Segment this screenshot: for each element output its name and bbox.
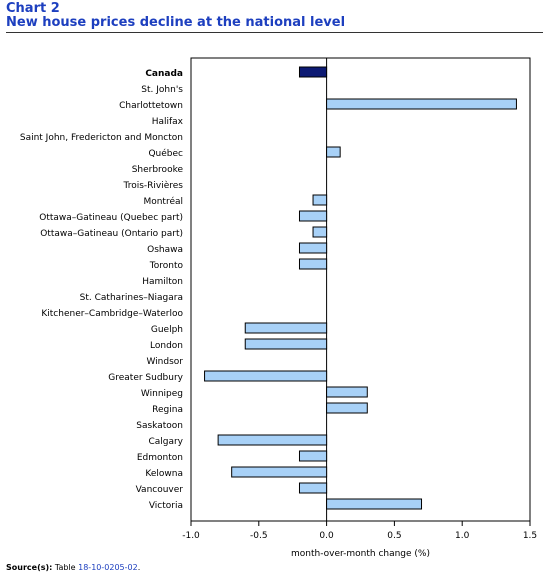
category-label: Trois-Rivières bbox=[123, 180, 184, 191]
bar bbox=[231, 466, 328, 478]
bar bbox=[298, 450, 328, 462]
source-table-link[interactable]: 18-10-0205-02 bbox=[78, 563, 138, 572]
x-tick-label: 1.0 bbox=[455, 531, 470, 541]
bar bbox=[298, 242, 328, 254]
category-label: Halifax bbox=[152, 117, 184, 127]
bar bbox=[326, 98, 517, 110]
category-label: St. Catharines–Niagara bbox=[80, 293, 183, 303]
x-tick-label: 0.5 bbox=[387, 531, 401, 541]
category-label: Canada bbox=[145, 69, 183, 79]
category-label: Victoria bbox=[149, 501, 183, 511]
category-label: Vancouver bbox=[136, 485, 184, 495]
bar bbox=[326, 498, 423, 510]
bar bbox=[326, 402, 368, 414]
category-label: Calgary bbox=[148, 437, 183, 447]
source-suffix: . bbox=[137, 563, 141, 572]
category-label: Ottawa–Gatineau (Quebec part) bbox=[39, 213, 183, 223]
bar bbox=[326, 386, 368, 398]
category-label: Edmonton bbox=[137, 453, 183, 463]
category-label: Greater Sudbury bbox=[108, 373, 183, 383]
category-label: Winnipeg bbox=[141, 389, 183, 399]
bar bbox=[298, 210, 328, 222]
source-text: Table bbox=[54, 563, 76, 572]
category-label: Saskatoon bbox=[136, 421, 183, 431]
bar bbox=[326, 146, 341, 158]
bar-highlight bbox=[298, 66, 328, 78]
bar bbox=[244, 322, 328, 334]
bar bbox=[312, 194, 328, 206]
x-axis-title: month-over-month change (%) bbox=[291, 549, 430, 559]
category-label: Sherbrooke bbox=[132, 165, 184, 175]
bar bbox=[298, 482, 328, 494]
category-label: Hamilton bbox=[142, 277, 183, 287]
category-label: Windsor bbox=[146, 357, 183, 367]
category-label: Saint John, Fredericton and Moncton bbox=[20, 133, 183, 143]
category-label: Guelph bbox=[151, 325, 183, 335]
bar-chart: Canada St. John's Charlottetown Halifax Sain… bbox=[20, 57, 537, 559]
category-label: Regina bbox=[152, 405, 183, 415]
category-label: Ottawa–Gatineau (Ontario part) bbox=[40, 229, 183, 239]
category-label: Kitchener–Cambridge–Waterloo bbox=[41, 309, 183, 319]
bar bbox=[244, 338, 328, 350]
title-divider bbox=[6, 32, 543, 33]
source-note: Source(s): Table 18-10-0205-02. bbox=[6, 563, 140, 572]
bar bbox=[298, 258, 328, 270]
category-label: Québec bbox=[148, 148, 183, 159]
category-label: Kelowna bbox=[145, 469, 183, 479]
x-tick-label: 0.0 bbox=[319, 531, 334, 541]
bar bbox=[217, 434, 328, 446]
category-label: Oshawa bbox=[147, 245, 183, 255]
plot-frame bbox=[190, 57, 531, 522]
source-prefix: Source(s): bbox=[6, 563, 53, 572]
x-tick-label: -1.0 bbox=[182, 531, 200, 541]
category-label: Toronto bbox=[149, 261, 184, 271]
category-label: St. John's bbox=[141, 85, 183, 95]
bar bbox=[204, 370, 328, 382]
x-tick-label: -0.5 bbox=[250, 531, 268, 541]
category-label: Montréal bbox=[143, 196, 183, 207]
bar bbox=[312, 226, 328, 238]
chart-title: New house prices decline at the national… bbox=[6, 15, 346, 30]
category-label: London bbox=[150, 341, 183, 351]
chart-number: Chart 2 bbox=[6, 1, 60, 16]
x-tick-label: 1.5 bbox=[523, 531, 537, 541]
category-label: Charlottetown bbox=[119, 101, 183, 111]
